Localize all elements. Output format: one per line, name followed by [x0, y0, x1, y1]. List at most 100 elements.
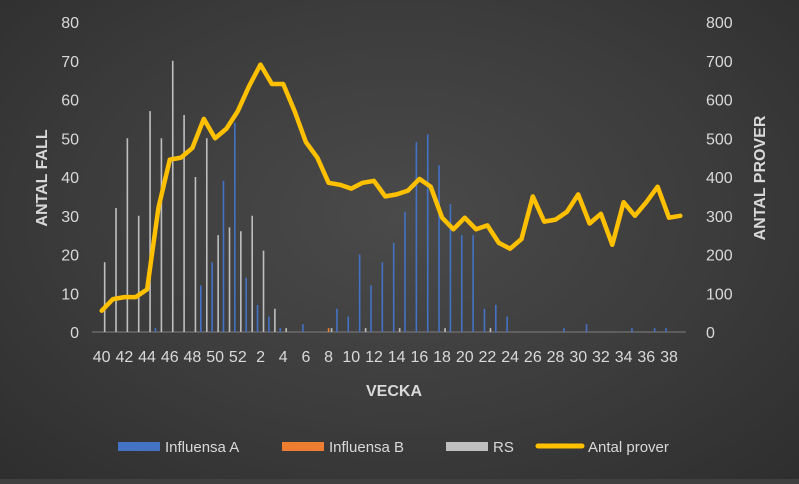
- bar-influensa-a: [483, 308, 486, 332]
- bar-rs: [364, 328, 367, 332]
- bar-influensa-a: [426, 134, 429, 332]
- bar-rs: [274, 308, 276, 332]
- bar-rs: [285, 328, 288, 332]
- x-tick-label: 8: [324, 349, 333, 366]
- right-tick-label: 300: [706, 209, 733, 226]
- right-tick-label: 200: [706, 248, 733, 265]
- bar-rs: [171, 60, 174, 332]
- x-tick-label: 46: [161, 349, 179, 366]
- x-tick-label: 44: [138, 349, 156, 366]
- x-tick-label: 14: [388, 349, 406, 366]
- bar-rs: [103, 262, 106, 332]
- right-tick-label: 600: [706, 93, 733, 110]
- x-tick-label: 42: [115, 349, 133, 366]
- bar-influensa-a: [370, 285, 372, 332]
- bar-influensa-a: [449, 204, 452, 332]
- x-tick-label: 30: [569, 349, 587, 366]
- line-antal-prover: [99, 62, 683, 313]
- bar-influensa-a: [302, 324, 304, 332]
- legend-label-influensa-b: Influensa B: [329, 439, 404, 456]
- bar-influensa-a: [392, 242, 395, 332]
- bar-influensa-a: [563, 328, 565, 332]
- right-tick-label: 700: [706, 54, 733, 71]
- bar-rs: [398, 328, 401, 332]
- bar-influensa-a: [245, 277, 247, 332]
- bar-influensa-a: [460, 235, 463, 332]
- right-axis-ticks: 0 100 200 300 400 500 600 700 800: [706, 15, 733, 342]
- left-tick-label: 40: [61, 170, 79, 187]
- bar-influensa-a: [415, 142, 418, 332]
- x-tick-label: 48: [184, 349, 202, 366]
- right-tick-label: 400: [706, 170, 733, 187]
- x-axis-title: VECKA: [366, 383, 422, 400]
- bar-influensa-a: [494, 304, 497, 332]
- legend-swatch-influensa-b: [282, 442, 324, 451]
- bar-influensa-a: [279, 328, 282, 332]
- bar-influensa-a: [268, 316, 270, 332]
- bar-influensa-a: [506, 316, 508, 332]
- legend-swatch-influensa-a: [118, 442, 160, 451]
- x-tick-label: 32: [592, 349, 610, 366]
- bar-influensa-a: [234, 122, 236, 332]
- bar-rs: [262, 250, 265, 332]
- right-tick-label: 100: [706, 286, 733, 303]
- x-tick-label: 28: [547, 349, 565, 366]
- x-tick-label: 10: [342, 349, 360, 366]
- left-tick-label: 60: [61, 93, 79, 110]
- bar-series: [103, 60, 667, 332]
- x-axis-ticks: 40 42 44 46 48 50 52 2 4 6 8 10 12 14 16 18 20 22 24 26 28 30…: [93, 349, 678, 366]
- bar-influensa-a: [472, 235, 474, 332]
- x-tick-label: 26: [524, 349, 542, 366]
- x-tick-label: 12: [365, 349, 383, 366]
- x-tick-label: 38: [660, 349, 678, 366]
- bar-rs: [115, 208, 117, 332]
- bar-influensa-a: [438, 165, 440, 332]
- x-tick-label: 16: [410, 349, 428, 366]
- right-tick-label: 500: [706, 131, 733, 148]
- left-tick-label: 80: [61, 15, 79, 32]
- legend: Influensa A Influensa B RS Antal prover: [118, 439, 669, 456]
- x-tick-label: 50: [206, 349, 224, 366]
- bar-rs: [444, 328, 446, 332]
- x-tick-label: 20: [456, 349, 474, 366]
- bar-influensa-a: [211, 262, 213, 332]
- left-tick-label: 30: [61, 209, 79, 226]
- bar-rs: [183, 115, 185, 332]
- bar-influensa-a: [585, 324, 588, 332]
- bar-rs: [330, 328, 333, 332]
- bar-rs: [205, 138, 208, 332]
- bar-influensa-b: [327, 328, 330, 332]
- x-tick-label: 2: [256, 349, 265, 366]
- bar-rs: [137, 215, 140, 332]
- bar-rs: [160, 138, 163, 332]
- bar-influensa-a: [199, 285, 202, 332]
- x-tick-label: 4: [279, 349, 288, 366]
- left-tick-label: 10: [61, 286, 79, 303]
- x-tick-label: 36: [637, 349, 655, 366]
- bar-rs: [240, 231, 242, 332]
- bar-rs: [251, 215, 253, 332]
- bar-influensa-a: [347, 316, 350, 332]
- bar-influensa-a: [404, 211, 406, 332]
- bar-rs: [149, 111, 151, 332]
- right-tick-label: 0: [706, 325, 715, 342]
- bar-rs: [217, 235, 219, 332]
- bar-influensa-a: [256, 304, 259, 332]
- left-tick-label: 0: [70, 325, 79, 342]
- bar-influensa-a: [631, 328, 633, 332]
- left-axis-ticks: 0 10 20 30 40 50 60 70 80: [61, 15, 79, 342]
- bar-influensa-a: [665, 328, 667, 332]
- x-tick-label: 18: [433, 349, 451, 366]
- bar-rs: [126, 138, 129, 332]
- legend-label-antal-prover: Antal prover: [588, 439, 669, 456]
- x-tick-label: 52: [229, 349, 247, 366]
- bar-influensa-a: [653, 328, 656, 332]
- bar-influensa-a: [222, 180, 225, 332]
- bar-rs: [228, 227, 231, 332]
- right-tick-label: 800: [706, 15, 733, 32]
- x-tick-label: 40: [93, 349, 111, 366]
- x-tick-label: 6: [301, 349, 310, 366]
- line-series: [99, 62, 683, 313]
